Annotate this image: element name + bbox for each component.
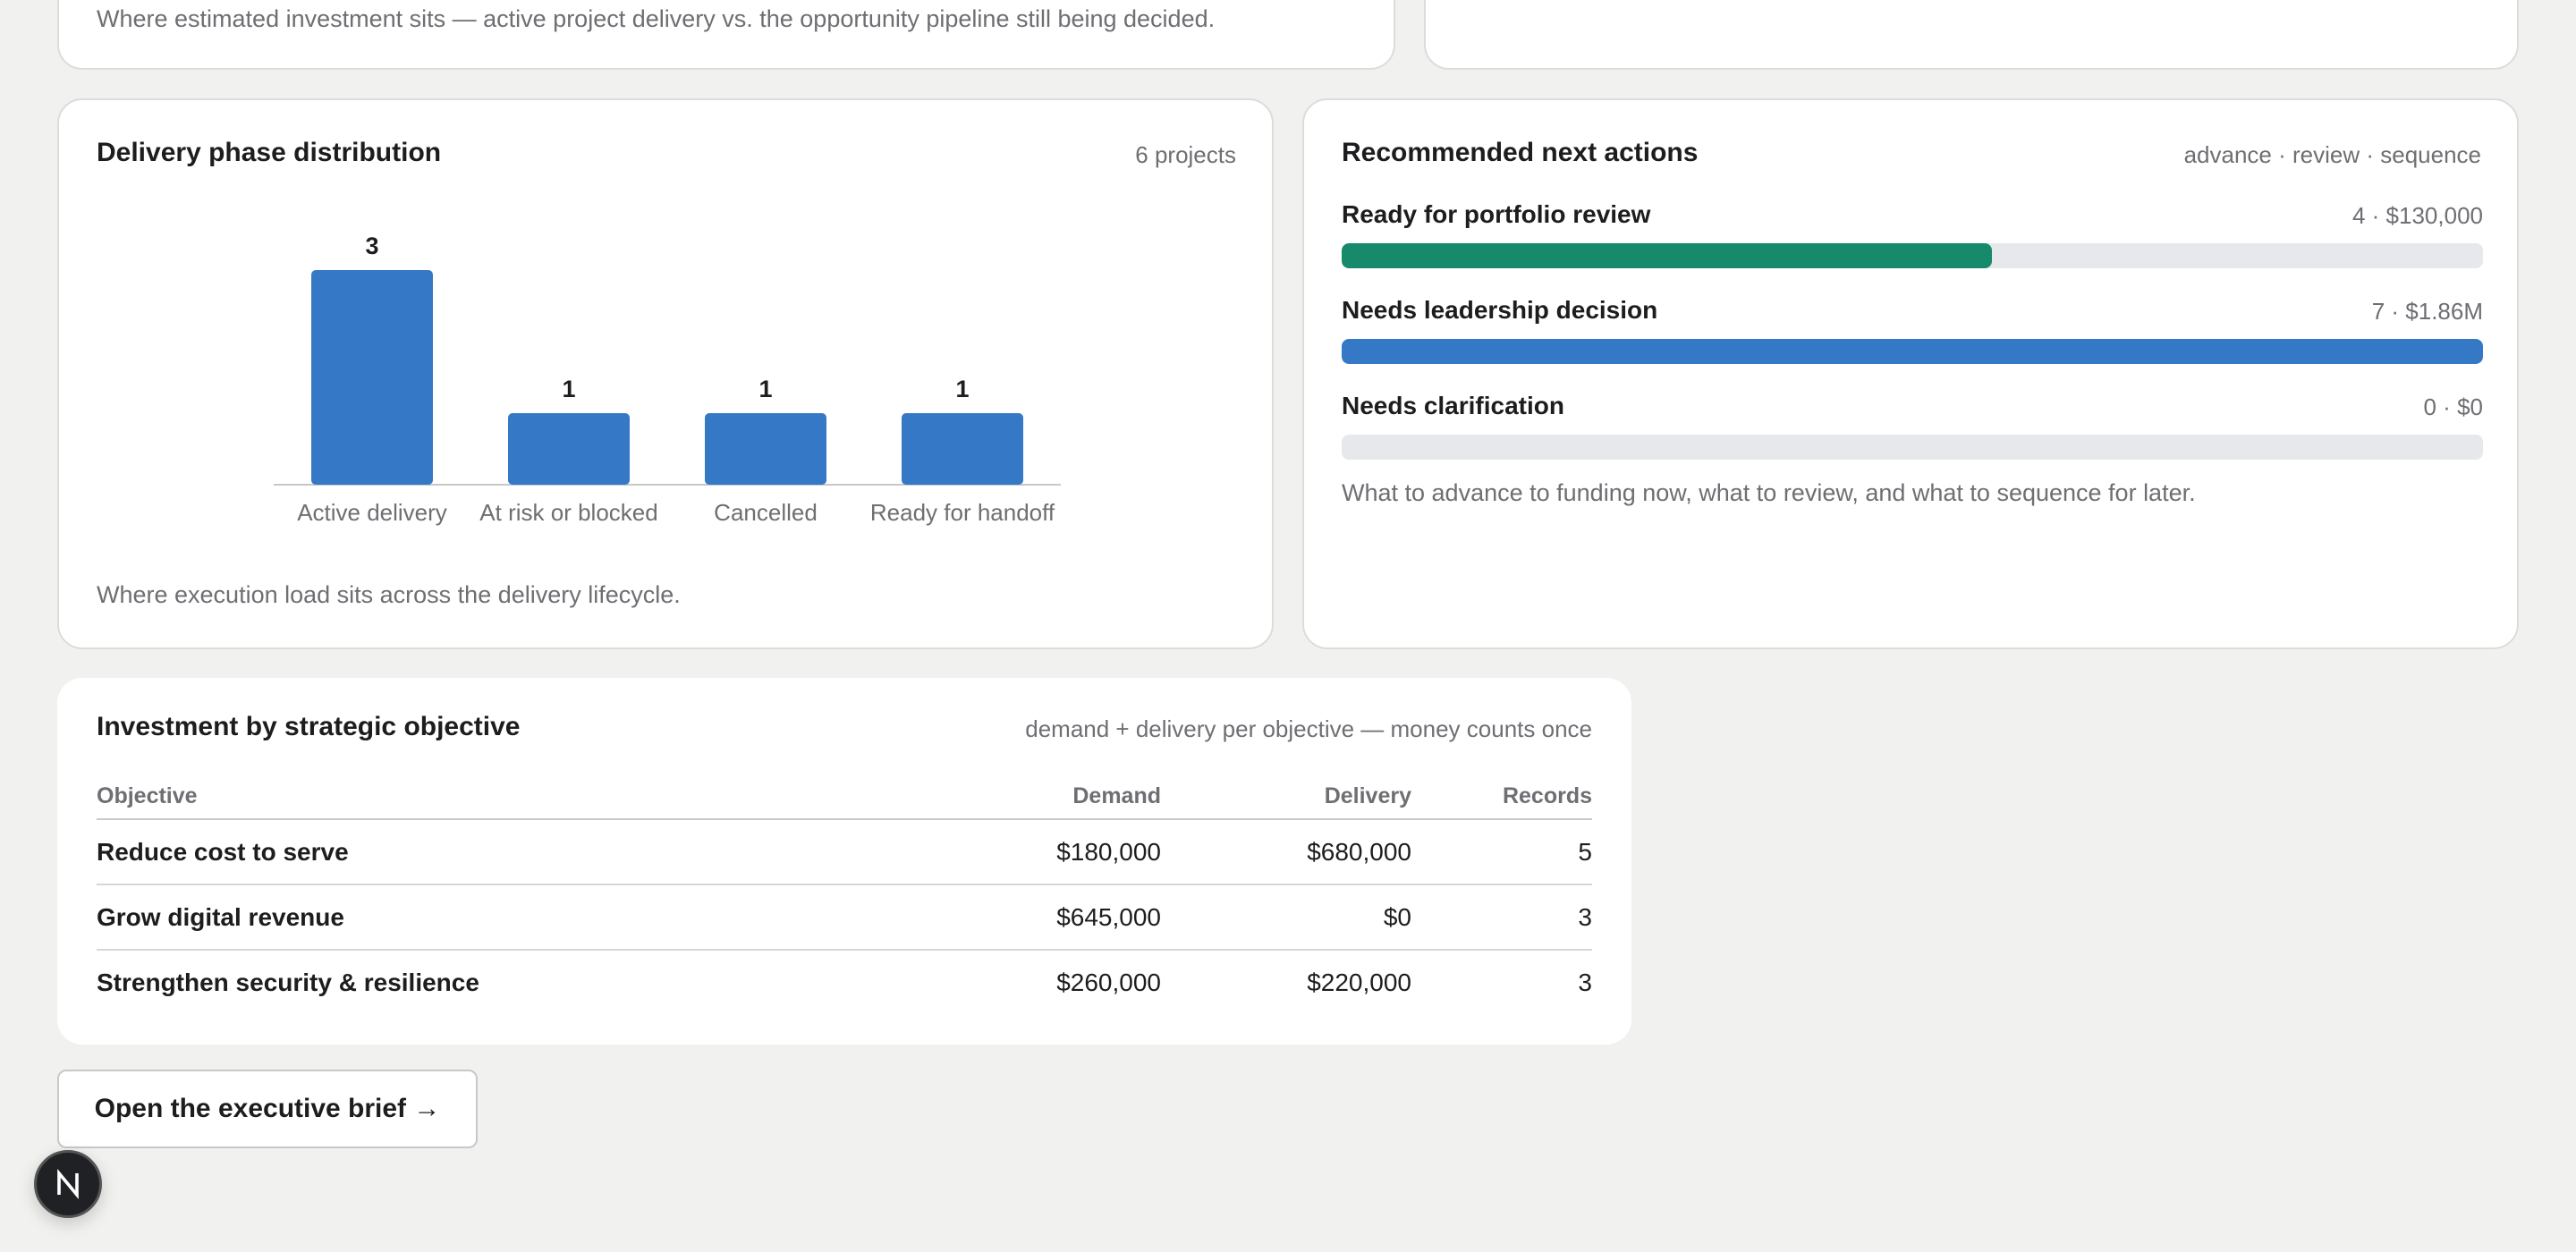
table-row: Grow digital revenue $645,000 $0 3 (97, 884, 1592, 951)
demand-cell: $260,000 (1056, 969, 1161, 996)
action-progress-track (1342, 435, 2483, 460)
objectives-table: Objective Demand Delivery Records Reduce… (97, 774, 1592, 1015)
chart-category-label: Active delivery (297, 499, 447, 526)
chart-category-label: Cancelled (714, 499, 818, 526)
delivery-cell: $220,000 (1307, 969, 1411, 996)
records-cell: 3 (1411, 884, 1592, 951)
chart-category-label: Ready for handoff (870, 499, 1055, 526)
column-header-objective: Objective (97, 774, 1027, 820)
delivery-phase-count: 6 projects (1135, 141, 1236, 168)
delivery-phase-note: Where execution load sits across the del… (97, 581, 681, 608)
action-label: Ready for portfolio review (1342, 200, 1651, 228)
chart-bar (508, 413, 630, 485)
chart-value-label: 1 (758, 376, 772, 402)
pipeline-card: Where estimated investment sits — active… (57, 0, 1395, 70)
column-header-records: Records (1411, 774, 1592, 820)
top-right-card (1424, 0, 2519, 70)
chart-bar (705, 413, 826, 485)
chart-category-label: At risk or blocked (479, 499, 657, 526)
objectives-meta: demand + delivery per objective — money … (1025, 715, 1592, 742)
chart-value-label: 1 (562, 376, 575, 402)
next-actions-meta: advance · review · sequence (2183, 141, 2481, 168)
chart-value-label: 1 (955, 376, 969, 402)
delivery-phase-chart: 3 Active delivery 1 At risk or blocked 1 Canc… (274, 233, 1061, 526)
pipeline-note: Where estimated investment sits — active… (97, 5, 1216, 32)
column-header-delivery: Delivery (1161, 774, 1411, 820)
next-actions-card: Recommended next actions advance · revie… (1302, 98, 2519, 649)
objectives-card: Investment by strategic objective demand… (57, 678, 1631, 1045)
records-cell: 5 (1411, 819, 1592, 885)
action-value: 4 · $130,000 (2351, 202, 2483, 229)
action-value: 7 · $1.86M (2371, 298, 2483, 325)
demand-cell: $180,000 (1027, 819, 1161, 885)
objective-cell: Strengthen security & resilience (97, 969, 479, 996)
action-progress-track (1342, 243, 2483, 268)
next-actions-note: What to advance to funding now, what to … (1342, 479, 2196, 506)
table-row: Strengthen security & resilience $260,00… (97, 950, 1592, 1015)
n-logo-icon[interactable] (34, 1150, 102, 1218)
objective-cell: Reduce cost to serve (97, 819, 1027, 885)
delivery-phase-card: Delivery phase distribution 6 projects 3… (57, 98, 1274, 649)
column-header-demand: Demand (1027, 774, 1161, 820)
action-label: Needs leadership decision (1342, 296, 1658, 324)
table-row: Reduce cost to serve $180,000 $680,000 5 (97, 819, 1592, 885)
chart-value-label: 3 (365, 233, 378, 259)
n-logo-glyph (57, 1169, 79, 1199)
chart-bar (902, 413, 1023, 485)
delivery-phase-title: Delivery phase distribution (97, 138, 442, 167)
chart-bar (311, 270, 433, 485)
action-value: 0 · $0 (2423, 393, 2484, 420)
records-cell: 3 (1578, 969, 1592, 996)
objectives-title: Investment by strategic objective (97, 712, 521, 741)
demand-cell: $645,000 (1027, 884, 1161, 951)
open-executive-brief-button[interactable]: Open the executive brief → (57, 1070, 478, 1148)
objective-cell: Grow digital revenue (97, 884, 1027, 951)
next-actions-title: Recommended next actions (1342, 138, 1699, 167)
action-progress-fill (1342, 243, 1993, 268)
delivery-cell: $0 (1161, 884, 1411, 951)
table-header-row: Objective Demand Delivery Records (97, 774, 1592, 820)
action-label: Needs clarification (1342, 392, 1564, 419)
delivery-cell: $680,000 (1161, 819, 1411, 885)
action-progress-fill (1342, 339, 2483, 364)
action-progress-track (1342, 339, 2483, 364)
